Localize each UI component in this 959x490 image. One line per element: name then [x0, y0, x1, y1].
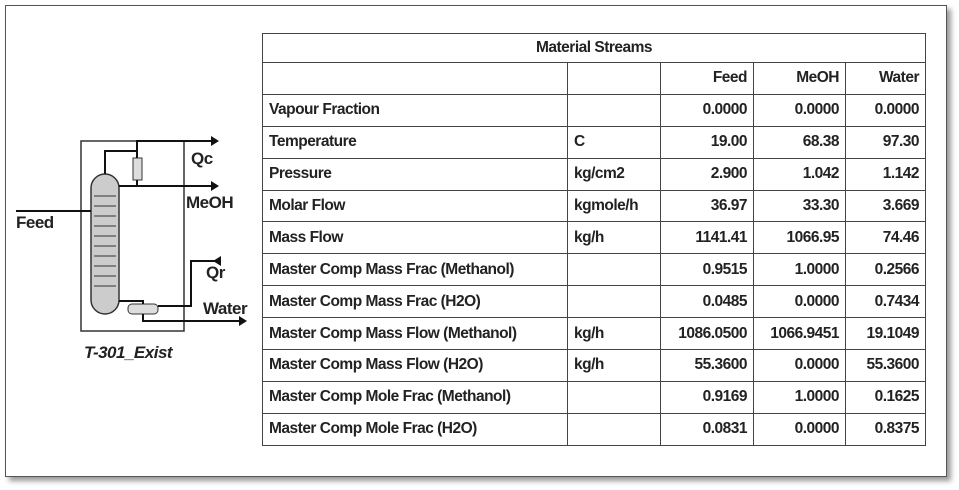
data-row: Mass Flow kg/h 1141.41 1066.95 74.46 — [262, 221, 926, 255]
row-label: Master Comp Mass Flow (Methanol) — [262, 317, 568, 351]
value-cell: 0.9515 — [660, 253, 754, 287]
unit-cell: kg/cm2 — [567, 157, 661, 191]
row-label: Molar Flow — [262, 189, 568, 223]
qc-label: Qc — [191, 149, 213, 168]
value-cell: 1141.41 — [660, 221, 754, 255]
unit-cell — [567, 93, 661, 127]
header-row: Feed MeOH Water — [262, 62, 926, 95]
data-row: Molar Flow kgmole/h 36.97 33.30 3.669 — [262, 189, 926, 223]
value-cell: 3.669 — [845, 189, 926, 223]
unit-cell: kg/h — [567, 221, 661, 255]
reboiler — [127, 303, 159, 315]
column — [90, 173, 120, 315]
row-label: Pressure — [262, 157, 568, 191]
data-row: Master Comp Mole Frac (Methanol) 0.9169 1.… — [262, 380, 926, 414]
arrowheads — [211, 136, 247, 326]
unit-cell: kg/h — [567, 349, 661, 382]
value-cell: Water — [845, 62, 926, 95]
value-cell: 2.900 — [660, 157, 754, 191]
data-row: Master Comp Mole Frac (H2O) 0.0831 0.0000 0… — [262, 412, 926, 446]
window-frame: Feed Qc MeOH Qr Water T-301_Exist Materi… — [5, 5, 947, 477]
row-label: Master Comp Mole Frac (H2O) — [262, 412, 568, 446]
unit-name: T-301_Exist — [84, 343, 174, 362]
unit-cell — [567, 62, 661, 95]
value-cell: 0.0000 — [753, 93, 846, 127]
data-row: Pressure kg/cm2 2.900 1.042 1.142 — [262, 157, 926, 191]
meoh-label: MeOH — [186, 193, 233, 212]
value-cell: 0.0000 — [660, 93, 754, 127]
qr-label: Qr — [206, 263, 226, 282]
value-cell: 0.2566 — [845, 253, 926, 287]
material-streams-table: Material Streams Feed MeOH Water Vapour Fra… — [262, 33, 926, 446]
row-label — [262, 62, 568, 95]
value-cell: 36.97 — [660, 189, 754, 223]
value-cell: 33.30 — [753, 189, 846, 223]
water-label: Water — [203, 299, 248, 318]
condenser — [132, 157, 143, 181]
value-cell: 0.8375 — [845, 412, 926, 446]
title-row: Material Streams — [262, 33, 926, 63]
data-row: Master Comp Mass Frac (H2O) 0.0485 0.0000 0… — [262, 285, 926, 319]
data-row: Vapour Fraction 0.0000 0.0000 0.0000 — [262, 93, 926, 127]
row-label: Master Comp Mass Flow (H2O) — [262, 349, 568, 382]
value-cell: 55.3600 — [660, 349, 754, 382]
value-cell: 1066.95 — [753, 221, 846, 255]
data-row: Temperature C 19.00 68.38 97.30 — [262, 125, 926, 159]
row-label: Vapour Fraction — [262, 93, 568, 127]
unit-box — [80, 140, 185, 332]
row-label: Temperature — [262, 125, 568, 159]
flowsheet: Feed Qc MeOH Qr Water T-301_Exist — [16, 136, 248, 362]
value-cell: 1.142 — [845, 157, 926, 191]
value-cell: 74.46 — [845, 221, 926, 255]
value-cell: 1066.9451 — [753, 317, 846, 351]
value-cell: 19.1049 — [845, 317, 926, 351]
value-cell: 97.30 — [845, 125, 926, 159]
value-cell: 1.0000 — [753, 253, 846, 287]
value-cell: 19.00 — [660, 125, 754, 159]
unit-cell — [567, 253, 661, 287]
data-row: Master Comp Mass Flow (Methanol) kg/h 1086… — [262, 317, 926, 351]
data-row: Master Comp Mass Flow (H2O) kg/h 55.3600 0.… — [262, 349, 926, 382]
unit-cell — [567, 412, 661, 446]
feed-label: Feed — [16, 213, 54, 232]
value-cell: 0.0000 — [753, 349, 846, 382]
value-cell: 0.0000 — [753, 412, 846, 446]
value-cell: 55.3600 — [845, 349, 926, 382]
unit-cell: C — [567, 125, 661, 159]
value-cell: 0.7434 — [845, 285, 926, 319]
value-cell: 0.1625 — [845, 380, 926, 414]
unit-cell — [567, 380, 661, 414]
value-cell: 1.0000 — [753, 380, 846, 414]
row-label: Master Comp Mole Frac (Methanol) — [262, 380, 568, 414]
unit-cell — [567, 285, 661, 319]
value-cell: 0.0831 — [660, 412, 754, 446]
value-cell: 0.0000 — [753, 285, 846, 319]
value-cell: MeOH — [753, 62, 846, 95]
trays — [94, 195, 116, 287]
row-label: Master Comp Mass Frac (Methanol) — [262, 253, 568, 287]
value-cell: 68.38 — [753, 125, 846, 159]
data-row: Master Comp Mass Frac (Methanol) 0.9515 1.… — [262, 253, 926, 287]
value-cell: 1.042 — [753, 157, 846, 191]
table-body: Material Streams Feed MeOH Water Vapour Fra… — [262, 33, 926, 446]
value-cell: 1086.0500 — [660, 317, 754, 351]
value-cell: Feed — [660, 62, 754, 95]
row-label: Mass Flow — [262, 221, 568, 255]
table-title: Material Streams — [262, 33, 926, 63]
value-cell: 0.0000 — [845, 93, 926, 127]
unit-cell: kg/h — [567, 317, 661, 351]
value-cell: 0.0485 — [660, 285, 754, 319]
row-label: Master Comp Mass Frac (H2O) — [262, 285, 568, 319]
streams — [16, 140, 239, 322]
unit-cell: kgmole/h — [567, 189, 661, 223]
value-cell: 0.9169 — [660, 380, 754, 414]
